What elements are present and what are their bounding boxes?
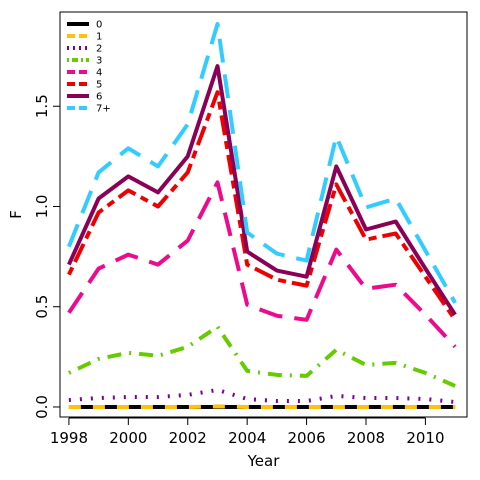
series-lines <box>67 22 457 409</box>
y-axis-title: F <box>7 210 25 219</box>
x-axis-title: Year <box>247 452 281 470</box>
x-tick-label: 2006 <box>287 429 325 447</box>
legend-label: 2 <box>96 44 102 55</box>
series-line-2 <box>68 387 456 404</box>
x-tick-label: 2008 <box>347 429 385 447</box>
x-tick-label: 2010 <box>406 429 444 447</box>
legend-label: 4 <box>96 68 102 79</box>
x-tick-label: 2004 <box>228 429 266 447</box>
series-line-6 <box>67 64 457 316</box>
legend-label: 1 <box>96 32 102 43</box>
series-line-5 <box>67 90 457 321</box>
legend-label: 6 <box>96 92 102 103</box>
legend-label: 5 <box>96 80 102 91</box>
series-line-4 <box>67 180 457 349</box>
legend-label: 0 <box>96 20 102 31</box>
legend-label: 3 <box>96 56 102 67</box>
y-tick-label: 0.5 <box>33 295 51 319</box>
x-axis: 1998 2000 2002 2004 2006 2008 2010 <box>50 417 445 447</box>
y-tick-label: 0.0 <box>33 395 51 419</box>
series-line-7 <box>67 22 457 304</box>
x-tick-label: 1998 <box>50 429 88 447</box>
x-tick-label: 2000 <box>109 429 147 447</box>
y-tick-label: 1.0 <box>33 195 51 219</box>
y-axis: 0.0 0.5 1.0 1.5 <box>33 94 61 419</box>
y-tick-label: 1.5 <box>33 94 51 118</box>
legend-label: 7+ <box>96 104 111 115</box>
x-tick-label: 2002 <box>169 429 207 447</box>
series-line-1 <box>68 404 456 409</box>
series-line-3 <box>68 324 456 388</box>
